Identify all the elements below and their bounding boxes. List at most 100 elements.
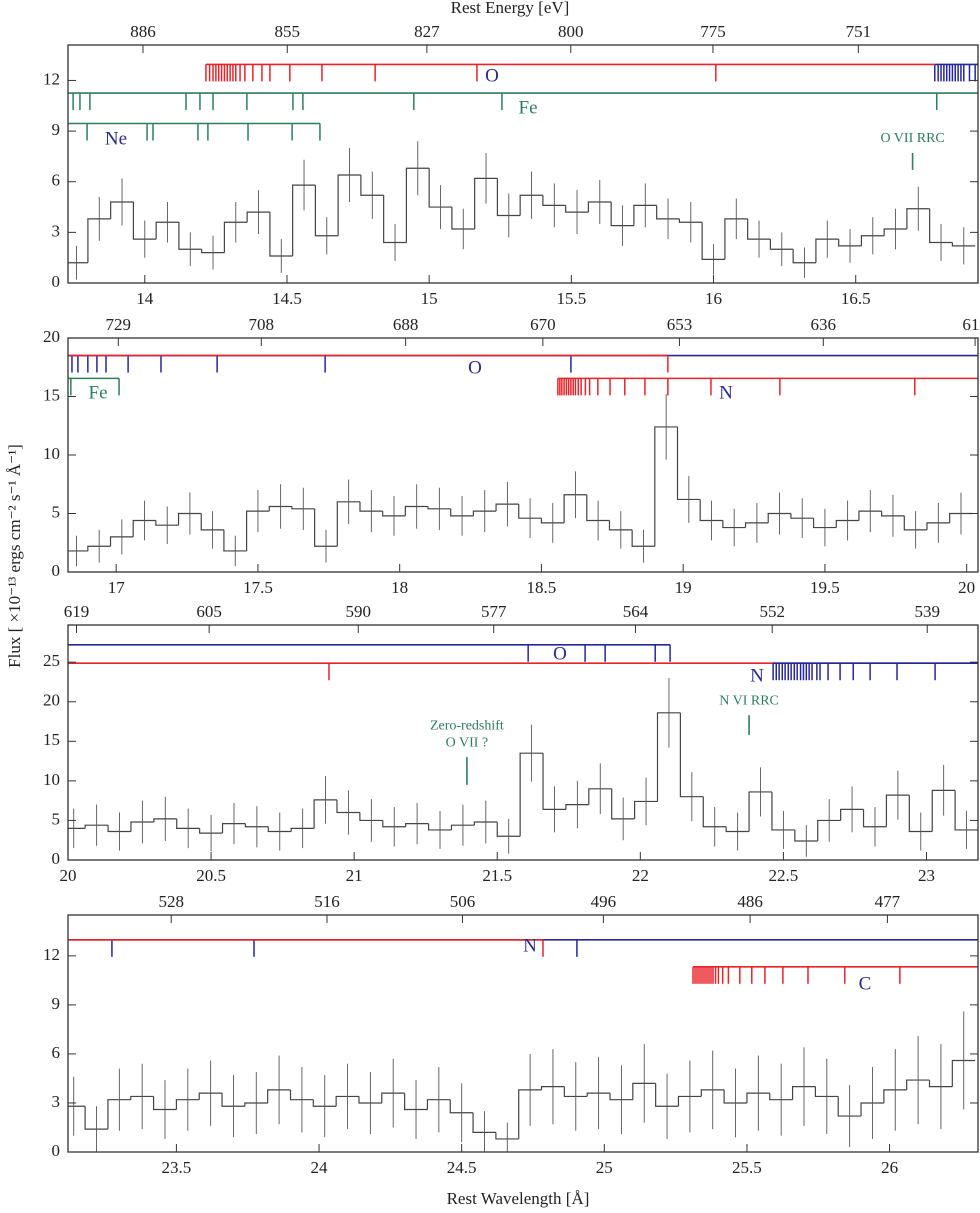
spectrum-step	[746, 1092, 770, 1103]
spectrum-step	[565, 205, 589, 213]
spectrum-step	[767, 512, 791, 523]
spectrum-step	[835, 519, 859, 528]
spectrum-step	[542, 195, 566, 206]
spectrum-step	[791, 1086, 816, 1100]
spectrum-step	[245, 510, 270, 551]
x-tick-label: 14	[136, 289, 154, 308]
x-tick-label: 18.5	[527, 578, 557, 597]
spectrum-step	[678, 218, 703, 223]
spectrum-step	[815, 238, 839, 263]
spectrum-step	[679, 712, 704, 798]
spectrum-step	[177, 512, 202, 526]
x-tick-label: 24	[311, 1158, 329, 1177]
line-series-label: Ne	[105, 128, 127, 149]
spectrum-step	[655, 1083, 679, 1107]
y-tick-label: 0	[52, 272, 61, 291]
spectrum-step	[450, 508, 474, 517]
spectrum-step	[702, 796, 727, 828]
spectrum-step	[724, 218, 748, 260]
spectrum-step	[110, 201, 134, 219]
spectrum-step	[175, 1099, 200, 1110]
x2-tick-label: 528	[158, 892, 184, 911]
spectrum-step	[201, 249, 225, 254]
x-tick-label: 22.5	[769, 866, 799, 885]
x2-tick-label: 827	[414, 22, 440, 41]
spectrum-step	[586, 494, 610, 522]
spectrum-step	[130, 1095, 154, 1100]
spectrum-step	[860, 1102, 884, 1117]
x2-tick-label: 506	[450, 892, 476, 911]
spectrum-step	[656, 712, 681, 802]
spectrum-step	[954, 790, 978, 831]
spectrum-step	[608, 520, 633, 531]
annotation-text: Zero-redshift	[430, 718, 504, 733]
spectrum-step	[951, 1059, 976, 1087]
x2-tick-label: 708	[249, 315, 275, 334]
y-tick-label: 3	[52, 221, 61, 240]
annotation-text: O VII ?	[446, 735, 489, 750]
spectrum-step	[109, 536, 134, 547]
x-tick-label: 20	[958, 578, 975, 597]
panel-frame	[67, 337, 979, 573]
spectrum-step	[840, 808, 864, 821]
spectrum-step	[883, 1089, 907, 1103]
x2-tick-label: 516	[314, 892, 340, 911]
y-tick-label: 15	[43, 730, 60, 749]
spectrum-step	[199, 828, 223, 834]
spectrum-step	[290, 827, 315, 832]
spectrum-step	[155, 221, 179, 240]
x2-tick-label: 477	[875, 892, 901, 911]
x2-tick-label: 751	[846, 22, 872, 41]
spectrum-step	[87, 218, 111, 263]
x-tick-label: 25.5	[732, 1158, 762, 1177]
panel-frame	[67, 914, 979, 1153]
x-tick-label: 15.5	[556, 289, 586, 308]
line-series-label: O	[553, 643, 567, 664]
spectrum-step	[837, 1096, 862, 1117]
spectrum-step	[336, 799, 360, 814]
y-tick-label: 12	[43, 69, 60, 88]
spectrum-step	[223, 221, 248, 253]
spectrum-step	[677, 1095, 702, 1107]
y-tick-label: 0	[52, 561, 61, 580]
x2-tick-label: 729	[106, 315, 132, 334]
spectrum-step	[405, 823, 429, 827]
spectrum-step	[632, 1082, 656, 1100]
spectrum-step	[268, 505, 292, 512]
y-tick-label: 0	[52, 849, 61, 868]
spectrum-step	[587, 201, 612, 213]
panel	[68, 643, 978, 857]
line-series-label: Fe	[89, 382, 108, 403]
spectrum-step	[451, 207, 475, 230]
spectrum-step	[450, 824, 475, 830]
spectrum-step	[928, 1080, 953, 1088]
spectrum-step	[244, 1102, 268, 1107]
spectrum-step	[313, 799, 337, 829]
spectrum-step	[221, 823, 246, 834]
spectrum-step	[725, 826, 750, 833]
bottom-axis-title: Rest Wavelength [Å]	[447, 1189, 590, 1208]
spectrum-step	[335, 1095, 359, 1107]
spectrum-step	[130, 821, 154, 832]
spectrum-step	[951, 242, 976, 247]
spectrum-step	[84, 824, 109, 829]
x-tick-label: 17	[108, 578, 126, 597]
x-tick-label: 20.5	[196, 866, 226, 885]
line-series-label: N	[750, 665, 764, 686]
y-axis-title: Flux [ ×10⁻¹³ ergs cm⁻² s⁻¹ Å⁻¹]	[5, 444, 24, 668]
spectrum-step	[427, 506, 451, 510]
spectrum-step	[903, 515, 927, 531]
spectrum-step	[701, 222, 725, 260]
spectrum-step	[926, 522, 950, 530]
line-series-label: C	[859, 973, 872, 994]
spectrum-step	[244, 823, 269, 828]
x-tick-label: 24.5	[447, 1158, 477, 1177]
spectrum-step	[563, 1086, 588, 1098]
spectrum-step	[814, 1086, 839, 1098]
spectrum-step	[540, 518, 565, 524]
spectrum-step	[838, 239, 862, 247]
x-tick-label: 15	[421, 289, 438, 308]
spectrum-step	[496, 822, 521, 837]
x-tick-label: 23	[918, 866, 935, 885]
